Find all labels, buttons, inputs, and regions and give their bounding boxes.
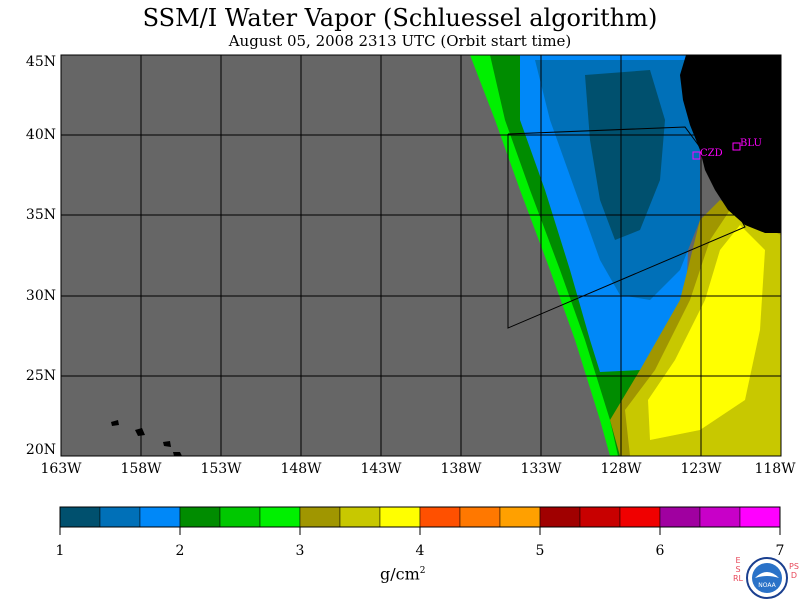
station-label-czd: CZD	[700, 148, 723, 159]
us-west-coast-land	[680, 55, 781, 233]
plot-frame	[60, 54, 782, 457]
colorbar-cell-2	[99, 506, 141, 528]
colorbar-tick-label-1: 1	[55, 543, 65, 559]
hawaii-island-2	[135, 428, 145, 436]
hawaii-island-1	[111, 420, 119, 426]
colorbar-tick-label-5: 5	[535, 543, 545, 559]
colorbar-cell-3	[139, 506, 181, 528]
lon-label-123w: 123W	[680, 461, 722, 477]
lon-label-148w: 148W	[280, 461, 322, 477]
colorbar-cell-16	[659, 506, 701, 528]
map-title: SSM/I Water Vapor (Schluessel algorithm)	[142, 4, 658, 32]
lat-label-35n: 35N	[25, 207, 56, 223]
lon-label-133w: 133W	[520, 461, 562, 477]
colorbar-cell-18	[739, 506, 781, 528]
colorbar-cell-17	[699, 506, 741, 528]
station-label-blu: BLU	[740, 138, 762, 149]
lat-label-20n: 20N	[25, 442, 56, 458]
map-subtitle: August 05, 2008 2313 UTC (Orbit start ti…	[228, 32, 572, 50]
lat-label-25n: 25N	[25, 368, 56, 384]
hawaii-island-3	[163, 441, 171, 447]
lon-label-128w: 128W	[600, 461, 642, 477]
colorbar-tick-label-6: 6	[655, 543, 665, 559]
lon-label-143w: 143W	[360, 461, 402, 477]
colorbar-cell-5	[219, 506, 261, 528]
colorbar-tick-label-3: 3	[295, 543, 305, 559]
swath-band-darkblue	[585, 70, 665, 240]
colorbar-cell-4	[179, 506, 221, 528]
colorbar-cell-9	[379, 506, 421, 528]
colorbar-cell-7	[299, 506, 341, 528]
colorbar-cell-1	[59, 506, 101, 528]
colorbar-tick-label-2: 2	[175, 543, 185, 559]
colorbar-units: g/cm2	[380, 562, 426, 583]
grid-lines	[61, 55, 781, 456]
hawaii-island-4	[173, 452, 182, 456]
units-exponent: 2	[419, 566, 426, 576]
lon-label-138w: 138W	[440, 461, 482, 477]
noaa-logo-bird	[755, 572, 779, 578]
colorbar-cell-15	[619, 506, 661, 528]
lat-label-30n: 30N	[25, 288, 56, 304]
lon-label-158w: 158W	[120, 461, 162, 477]
swath-band-yellow	[648, 225, 765, 440]
lon-label-118w: 118W	[754, 461, 796, 477]
station-marker-czd	[692, 151, 701, 160]
lon-label-163w: 163W	[40, 461, 82, 477]
colorbar-tick-label-4: 4	[415, 543, 425, 559]
esrl-logo-text: ESRL	[733, 556, 744, 583]
colorbar-cell-10	[419, 506, 461, 528]
station-marker-blu	[732, 142, 741, 151]
colorbar-tick-label-7: 7	[775, 543, 785, 559]
noaa-logo-inner	[752, 563, 782, 593]
colorbar-cell-12	[499, 506, 541, 528]
colorbar-cell-13	[539, 506, 581, 528]
noaa-logo-text: NOAA	[758, 582, 776, 589]
colorbar-cell-6	[259, 506, 301, 528]
lat-label-45n: 45N	[25, 54, 56, 70]
lat-label-40n: 40N	[25, 127, 56, 143]
colorbar-cell-11	[459, 506, 501, 528]
units-text: g/cm	[380, 564, 420, 584]
colorbar-cell-8	[339, 506, 381, 528]
colorbar-cell-14	[579, 506, 621, 528]
lon-label-153w: 153W	[200, 461, 242, 477]
psd-logo-text: PSD	[789, 562, 799, 580]
noaa-logo: NOAA	[746, 557, 788, 599]
